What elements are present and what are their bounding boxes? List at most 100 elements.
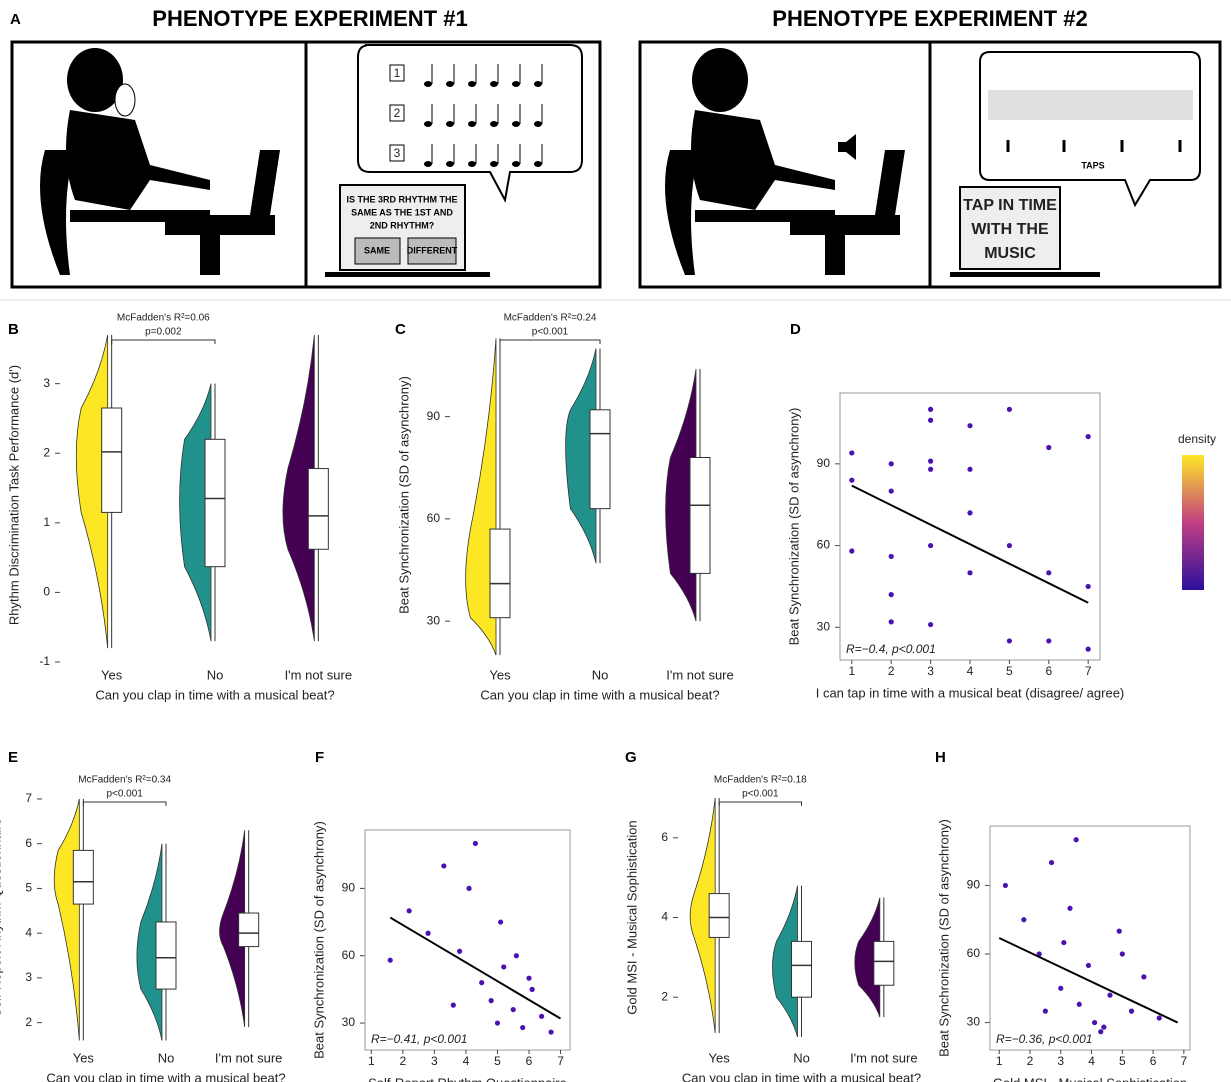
x-tick-label: 1 (368, 1054, 375, 1068)
question: SAME AS THE 1ST AND (351, 207, 453, 217)
point (529, 986, 535, 992)
x-tick-label: 6 (526, 1054, 533, 1068)
y-tick-label: 4 (661, 910, 668, 924)
x-tick-label: Yes (101, 667, 123, 682)
x-tick-label: 7 (1085, 664, 1092, 678)
note (468, 81, 476, 87)
note (468, 121, 476, 127)
y-tick-label: 90 (427, 409, 441, 423)
screen-text: WITH THE (971, 221, 1049, 238)
y-tick-label: 30 (342, 1015, 356, 1029)
x-axis-label: Can you clap in time with a musical beat… (46, 1070, 285, 1082)
x-tick-label: No (793, 1050, 810, 1065)
point (1107, 992, 1113, 998)
annotation: p<0.001 (106, 789, 143, 800)
plot-frame (839, 392, 1101, 661)
point (494, 1020, 501, 1026)
number-box (389, 104, 405, 122)
point (1141, 974, 1147, 980)
x-tick-label: 2 (400, 1054, 407, 1068)
button (354, 237, 401, 265)
y-tick-label: 90 (817, 456, 831, 470)
bubble-label: TAPS (1081, 160, 1104, 170)
y-tick-label: 60 (342, 948, 356, 962)
x-tick-label: 5 (494, 1054, 501, 1068)
point (1085, 583, 1091, 590)
violin (854, 897, 881, 1018)
legend-title: density (1178, 432, 1216, 446)
rhythm-number: 2 (394, 106, 401, 120)
y-tick-label: 90 (967, 878, 981, 892)
point (1092, 1019, 1098, 1026)
panel-label: A (10, 11, 21, 28)
annotation: R=−0.41, p<0.001 (371, 1032, 467, 1046)
panel-label: H (935, 749, 946, 766)
x-tick-label: 3 (431, 1054, 438, 1068)
legend-colorbar (1182, 455, 1204, 590)
point (967, 423, 973, 429)
y-tick-label: 6 (25, 836, 32, 850)
point (472, 840, 478, 847)
point (1046, 570, 1052, 576)
rhythm-number: 3 (394, 146, 401, 160)
note (424, 121, 432, 127)
y-axis-label: Beat Synchronization (SD of asynchrony) (936, 819, 951, 1057)
note (490, 121, 498, 127)
point (387, 957, 393, 963)
x-tick-label: Yes (73, 1050, 95, 1065)
point (539, 1013, 545, 1019)
box (791, 940, 812, 998)
y-axis-label: Self-Report Rhythm Questionnaire (0, 818, 3, 1017)
note (424, 81, 432, 87)
point (1119, 951, 1125, 957)
x-axis-label: Can you clap in time with a musical beat… (682, 1070, 921, 1082)
point (967, 570, 973, 576)
point (888, 592, 894, 598)
y-tick-label: 6 (661, 830, 668, 844)
x-tick-label: 5 (1006, 664, 1013, 678)
rhythm-number: 1 (394, 66, 401, 80)
y-axis-label: Rhythm Discrimination Task Performance (… (6, 365, 21, 625)
note (512, 81, 520, 87)
y-tick-label: 7 (25, 791, 32, 805)
y-tick-label: 2 (43, 445, 50, 459)
x-tick-label: Yes (709, 1050, 731, 1065)
panel-label: E (8, 749, 18, 766)
note (490, 161, 498, 167)
x-tick-label: 6 (1045, 664, 1052, 678)
panel-label: C (395, 321, 406, 338)
plot-frame (364, 829, 571, 1051)
y-axis-label: Beat Synchronization (SD of asynchrony) (786, 408, 801, 646)
x-axis-label: Can you clap in time with a musical beat… (95, 687, 334, 702)
experiment-title: PHENOTYPE EXPERIMENT #1 (152, 6, 467, 31)
box (72, 849, 94, 905)
point (498, 919, 504, 925)
x-tick-label: 5 (1119, 1054, 1126, 1068)
box (689, 457, 711, 574)
y-tick-label: 90 (342, 881, 356, 895)
point (1098, 1029, 1104, 1035)
x-axis-label: Self-Report Rhythm Questionnaire (368, 1075, 567, 1082)
violin (665, 368, 697, 622)
y-tick-label: 30 (967, 1015, 981, 1029)
point (479, 980, 485, 986)
note (468, 161, 476, 167)
point (849, 450, 855, 456)
y-tick-label: 5 (25, 881, 32, 895)
frames (10, 40, 1222, 289)
y-tick-label: 1 (43, 515, 50, 529)
point (1101, 1024, 1107, 1030)
x-tick-label: I'm not sure (666, 667, 734, 682)
point (928, 406, 934, 412)
note (446, 81, 454, 87)
fit-line (389, 916, 562, 1020)
x-axis-label: Can you clap in time with a musical beat… (480, 687, 719, 702)
x-tick-label: 4 (967, 664, 974, 678)
bracket (111, 339, 216, 344)
point (888, 461, 894, 467)
question: IS THE 3RD RHYTHM THE (346, 194, 457, 204)
annotation: p<0.001 (532, 327, 569, 338)
point (888, 553, 894, 560)
y-axis-label: Gold MSI - Musical Sophistication (624, 820, 639, 1014)
point (510, 1006, 516, 1013)
